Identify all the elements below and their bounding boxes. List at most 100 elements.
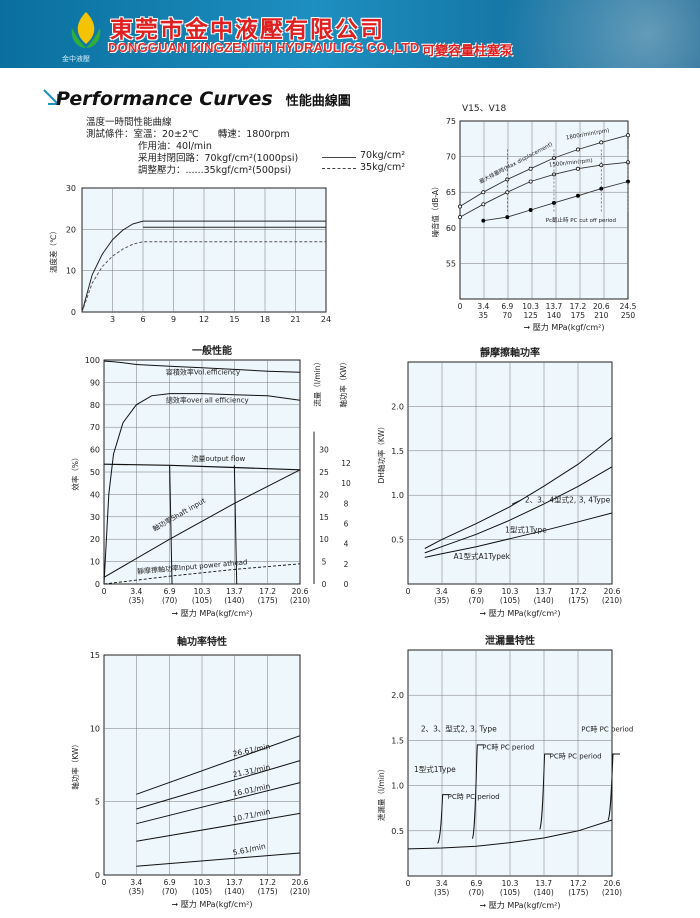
- noise-series-point-0: [481, 190, 486, 195]
- noise-series-point-1: [575, 166, 580, 171]
- noise-ytick-label: 75: [446, 117, 456, 126]
- shaft-power-xtick-label: 13.7: [226, 878, 243, 887]
- general-y3tick-label: 8: [344, 499, 349, 508]
- general-y3tick-label: 6: [344, 520, 349, 529]
- static-friction-label-a1: A1型式A1Typek: [454, 551, 511, 561]
- temperature-series-line-0: [81, 220, 326, 313]
- temperature-xtick-label: 6: [140, 315, 145, 324]
- temperature-ytick-label: 30: [66, 184, 76, 193]
- noise-annotation-1500: 1500r/min(rpm): [549, 158, 593, 169]
- leakage-annotation-pc-2: PC時 PC period: [448, 793, 500, 801]
- noise-series-point-1: [458, 215, 462, 220]
- leakage-xtick-kgf-label: (70): [469, 888, 484, 897]
- static-friction-xtick-kgf-label: (70): [469, 596, 484, 605]
- noise-ytick-label: 65: [446, 188, 456, 197]
- temperature-xtick-label: 18: [260, 315, 270, 324]
- shaft-power-xtick-kgf-label: (210): [290, 887, 310, 896]
- shaft-power-series-line-4: [136, 852, 301, 867]
- noise-xtick-label: 17.2: [570, 302, 587, 311]
- general-y2tick-label: 25: [319, 468, 329, 477]
- general-ytick-label: 40: [90, 490, 100, 499]
- leakage-xtick-kgf-label: (105): [500, 888, 520, 897]
- general-xtick-label: 13.7: [226, 587, 243, 596]
- company-logo-icon: [71, 12, 101, 48]
- general-y2tick-label: 20: [319, 490, 329, 499]
- noise-series-point-2: [505, 215, 510, 220]
- general-xtick-kgf-label: (105): [192, 596, 212, 605]
- general-y2tick-label: 0: [322, 580, 327, 589]
- leakage-xlabel: ➞ 壓力 MPa(kgf/cm²): [480, 900, 561, 910]
- leakage-xtick-label: 13.7: [535, 879, 552, 888]
- shaft-power-xtick-label: 0: [102, 878, 107, 887]
- leakage-xtick-kgf-label: (35): [434, 888, 449, 897]
- shaft-power-xtick-kgf-label: (70): [162, 887, 177, 896]
- general-series-line-3: [103, 469, 301, 578]
- static-friction-label-1: 1型式1Type: [505, 524, 547, 534]
- noise-xtick-kgf-label: 175: [571, 311, 586, 320]
- shaft-power-ytick-label: 0: [95, 871, 100, 880]
- shaft-power-ytick-label: 10: [90, 724, 100, 733]
- general-ytick-label: 20: [90, 535, 100, 544]
- temperature-xtick-label: 12: [199, 315, 209, 324]
- static-friction-ytick-label: 1.5: [391, 447, 404, 456]
- condition-line-4: 采用封閉回路：70kgf/cm²(1000psi): [138, 153, 299, 164]
- temperature-ylabel: 溫度差（℃）: [48, 227, 58, 273]
- noise-series-point-1: [481, 202, 486, 207]
- general-xtick-kgf-label: (175): [258, 596, 278, 605]
- noise-series-point-2: [481, 218, 486, 223]
- general-label-vol-eff: 容積效率Vol.efficiency: [166, 368, 240, 377]
- general-xtick-kgf-label: (70): [162, 596, 177, 605]
- leakage-xtick-label: 10.3: [502, 879, 519, 888]
- shaft-power-ylabel: 軸功率（KW）: [70, 740, 80, 790]
- shaft-power-xlabel: ➞ 壓力 MPa(kgf/cm²): [172, 899, 253, 909]
- leakage-ytick-label: 0.5: [391, 827, 404, 836]
- static-friction-xtick-label: 17.2: [570, 587, 587, 596]
- noise-xtick-label: 6.9: [501, 302, 513, 311]
- shaft-power-xtick-label: 3.4: [130, 878, 142, 887]
- noise-xtick-label: 10.3: [522, 302, 539, 311]
- shaft-power-xtick-label: 20.6: [292, 878, 309, 887]
- leakage-pc-riser-3: [607, 753, 620, 821]
- static-friction-series-line-1: [424, 466, 613, 554]
- static-friction-xtick-kgf-label: (105): [500, 596, 520, 605]
- static-friction-series-line-0: [424, 437, 613, 549]
- general-xtick-label: 20.6: [292, 587, 309, 596]
- legend-solid-line: [322, 157, 356, 158]
- noise-xtick-kgf-label: 140: [547, 311, 562, 320]
- static-friction-title: 靜摩擦軸功率: [480, 346, 540, 359]
- leakage-xtick-label: 20.6: [604, 879, 621, 888]
- leakage-ylabel: 泄漏量（l/min）: [376, 765, 386, 821]
- general-flow-cutoff: [233, 465, 238, 585]
- noise-ytick-label: 55: [446, 259, 456, 268]
- logo-caption: 金中液壓: [62, 55, 90, 63]
- noise-series-point-0: [528, 166, 533, 171]
- static-friction-ylabel: DH軸功率（KW）: [376, 423, 386, 484]
- temperature-xtick-label: 24: [321, 315, 331, 324]
- shaft-power-xtick-kgf-label: (175): [258, 887, 278, 896]
- shaft-power-xtick-label: 6.9: [164, 878, 176, 887]
- legend-35: 35kg/cm²: [360, 162, 406, 173]
- static-friction-xtick-label: 3.4: [436, 587, 448, 596]
- static-friction-xtick-kgf-label: (35): [434, 596, 449, 605]
- shaft-power-series-line-2: [136, 782, 301, 825]
- leakage-ytick-label: 2.0: [391, 691, 404, 700]
- leakage-xtick-label: 6.9: [470, 879, 482, 888]
- static-friction-ytick-label: 1.0: [391, 491, 404, 500]
- banner-glow: [440, 0, 700, 68]
- general-xtick-label: 3.4: [130, 587, 142, 596]
- general-xtick-label: 10.3: [194, 587, 211, 596]
- temperature-series-line-2: [81, 241, 326, 313]
- general-xtick-label: 17.2: [259, 587, 276, 596]
- static-friction-xtick-label: 13.7: [535, 587, 552, 596]
- noise-xtick-kgf-label: 35: [479, 311, 489, 320]
- product-tag: 可變容量柱塞泵: [422, 44, 514, 59]
- shaft-power-xtick-kgf-label: (140): [224, 887, 244, 896]
- company-name-en: DONGGUAN KINGZENITH HYDRAULICS CO.,LTD: [108, 40, 420, 55]
- temperature-xtick-label: 9: [171, 315, 176, 324]
- leakage-xtick-kgf-label: (140): [534, 888, 554, 897]
- leakage-pc-riser-0: [437, 794, 450, 844]
- static-friction-ytick-label: 0.5: [391, 536, 404, 545]
- noise-xtick-label: 13.7: [546, 302, 563, 311]
- general-ytick-label: 90: [90, 378, 100, 387]
- condition-line-2: 測試條件：室溫：20±2℃ 轉速：1800rpm: [86, 129, 290, 140]
